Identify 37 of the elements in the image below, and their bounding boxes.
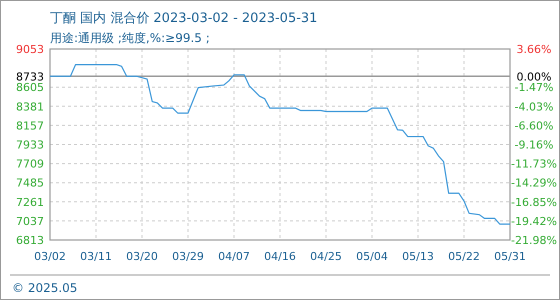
- y2-tick-label: 0.00%: [516, 70, 552, 84]
- x-tick-label: 04/07: [218, 250, 250, 263]
- y-tick-label: 8381: [16, 100, 44, 114]
- x-tick-label: 05/13: [402, 250, 434, 263]
- y-tick-label: 7261: [16, 196, 44, 209]
- y-tick-label: 8733: [16, 70, 44, 84]
- y-tick-label: 8157: [16, 119, 44, 132]
- y-tick-label: 6813: [16, 234, 44, 247]
- y-tick-label: 9053: [16, 43, 44, 56]
- y2-tick-label: -6.60%: [514, 119, 554, 132]
- y2-tick-label: -19.42%: [511, 214, 557, 228]
- y2-tick-label: -4.03%: [514, 100, 554, 114]
- chart-subtitle: 用途:通用级 ;纯度,%:≥99.5 ;: [50, 31, 210, 45]
- y-tick-label: 8605: [16, 81, 44, 94]
- x-tick-label: 05/22: [448, 250, 480, 263]
- y-tick-label: 7037: [16, 214, 44, 228]
- y-tick-label: 7933: [16, 138, 44, 152]
- x-tick-label: 03/11: [80, 250, 112, 263]
- x-tick-label: 03/20: [126, 250, 158, 263]
- text: © 2025.05: [12, 281, 78, 295]
- x-tick-label: 04/25: [310, 250, 342, 263]
- y2-tick-label: -11.73%: [511, 158, 557, 171]
- x-tick-label: 04/16: [264, 250, 296, 263]
- line-series: [49, 64, 511, 225]
- y-tick-label: 7709: [16, 158, 44, 171]
- y2-tick-label: 3.66%: [516, 43, 552, 56]
- y-tick-label: 7485: [16, 176, 44, 190]
- chart-title: 丁酮 国内 混合价 2023-03-02 - 2023-05-31: [50, 11, 318, 26]
- x-tick-label: 05/04: [356, 250, 388, 263]
- y2-tick-label: -14.29%: [511, 176, 557, 190]
- x-tick-label: 05/31: [494, 250, 526, 263]
- y2-tick-label: -21.98%: [511, 234, 557, 247]
- x-tick-label: 03/02: [34, 250, 66, 263]
- y2-tick-label: -9.16%: [514, 138, 554, 152]
- y2-tick-label: -16.85%: [511, 196, 557, 209]
- y2-tick-label: -1.47%: [514, 81, 554, 94]
- x-tick-label: 03/29: [172, 250, 204, 263]
